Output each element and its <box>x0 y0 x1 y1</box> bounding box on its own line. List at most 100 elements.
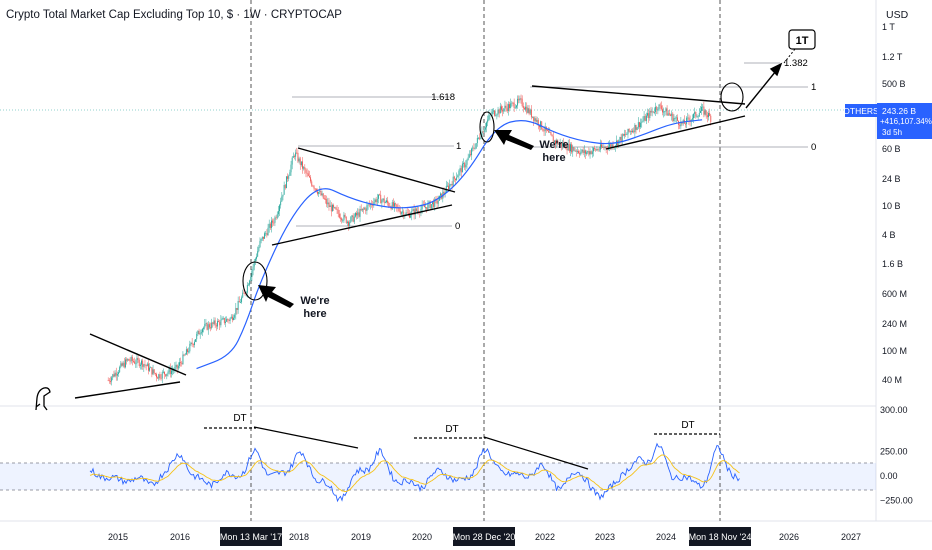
candle <box>396 204 398 208</box>
candle <box>595 148 597 151</box>
candle <box>304 167 306 170</box>
circle-marker-2017[interactable] <box>242 261 268 301</box>
candle <box>108 380 110 382</box>
circle-markers[interactable] <box>242 82 744 301</box>
candle <box>636 127 638 130</box>
candle <box>530 109 532 118</box>
trendline-2018-lower[interactable] <box>271 204 453 246</box>
oscillator-axis[interactable]: 300.00 250.00 0.00 −250.00 <box>880 405 913 505</box>
trendline-2015-upper[interactable] <box>89 333 187 376</box>
candle <box>650 110 652 113</box>
candle <box>200 332 202 334</box>
candle <box>154 373 156 375</box>
candle <box>172 370 174 372</box>
trendline-2015-lower[interactable] <box>74 381 181 399</box>
candle <box>250 276 252 281</box>
trendline-2022-upper[interactable] <box>531 85 746 105</box>
divergence-2021[interactable] <box>483 436 589 470</box>
candle <box>561 143 563 147</box>
candle <box>472 147 474 149</box>
candle <box>649 110 651 119</box>
fib-level-label: 1.382 <box>784 58 808 69</box>
candle <box>466 159 468 165</box>
candle <box>395 203 397 205</box>
candle <box>275 217 277 219</box>
callout-arrow-2021[interactable] <box>494 130 534 150</box>
candle <box>693 114 694 119</box>
divergence-2017[interactable] <box>253 426 359 449</box>
candle <box>196 333 198 340</box>
candle <box>367 204 369 206</box>
candle <box>540 121 542 128</box>
oscillator-line <box>89 442 740 503</box>
candle <box>340 217 341 219</box>
candle <box>626 134 628 136</box>
time-axis[interactable]: 2015 2016 2018 2019 2020 2022 2023 2024 2026 2027… <box>108 527 861 546</box>
candle <box>491 111 493 114</box>
price-axis[interactable]: 1 T 1.2 T 500 B 60 B 24 B 10 B 4 B 1.6 B 600 M 24… <box>882 22 907 385</box>
candle <box>123 362 125 368</box>
currency-label[interactable]: USD <box>886 9 909 21</box>
candle <box>597 149 599 151</box>
candle <box>440 193 441 196</box>
candle <box>627 128 629 135</box>
price-axis-label: 600 M <box>882 289 907 299</box>
candle <box>637 122 639 128</box>
candle <box>161 372 163 379</box>
target-box[interactable] <box>788 29 816 50</box>
candle <box>548 130 550 133</box>
candle <box>520 98 522 100</box>
candle <box>113 374 115 377</box>
candle <box>407 213 409 214</box>
candle <box>112 374 114 378</box>
candle <box>188 351 190 353</box>
fib-level-label: 0 <box>455 221 460 232</box>
candle <box>334 207 336 209</box>
candle <box>215 325 217 327</box>
candle <box>655 106 657 112</box>
trendline-2018-upper[interactable] <box>297 147 456 193</box>
candle <box>525 106 527 110</box>
callout-arrow-2017[interactable] <box>258 285 294 308</box>
candle <box>234 314 236 318</box>
candle <box>526 106 528 113</box>
candle <box>533 116 535 121</box>
candle <box>333 204 335 208</box>
callout-line-2: here <box>542 152 565 164</box>
candle <box>296 152 298 154</box>
trend-lines[interactable] <box>74 62 783 399</box>
candle <box>179 362 180 366</box>
candle <box>415 208 417 212</box>
fibonacci-levels[interactable]: 1.618 1 0 1 0 1.382 <box>292 58 816 232</box>
candle <box>192 344 194 345</box>
candle <box>246 284 248 293</box>
candle <box>375 199 377 203</box>
candle <box>640 122 642 128</box>
candle <box>329 205 331 207</box>
candle <box>185 349 187 355</box>
candle <box>151 367 153 375</box>
candle <box>269 223 271 228</box>
oscillator-axis-label: 0.00 <box>880 471 898 481</box>
divergence-lines[interactable] <box>204 426 720 470</box>
circle-marker-2024[interactable] <box>720 82 744 112</box>
candle <box>551 134 553 137</box>
candle <box>254 258 256 261</box>
candle <box>285 176 287 189</box>
candle <box>120 363 122 368</box>
trendline-2022-lower[interactable] <box>605 115 746 150</box>
candle <box>382 198 384 201</box>
candle <box>261 236 263 239</box>
candle <box>486 122 487 128</box>
candle <box>310 177 312 182</box>
price-badge-bg <box>877 103 932 139</box>
oscillator-axis-label: −250.00 <box>880 495 913 505</box>
callout-line-2: here <box>303 308 326 320</box>
candle <box>199 333 201 335</box>
candle <box>273 222 275 224</box>
candle <box>482 131 484 133</box>
circle-marker-2021[interactable] <box>479 111 495 143</box>
candle <box>181 362 183 365</box>
candle <box>121 363 123 366</box>
